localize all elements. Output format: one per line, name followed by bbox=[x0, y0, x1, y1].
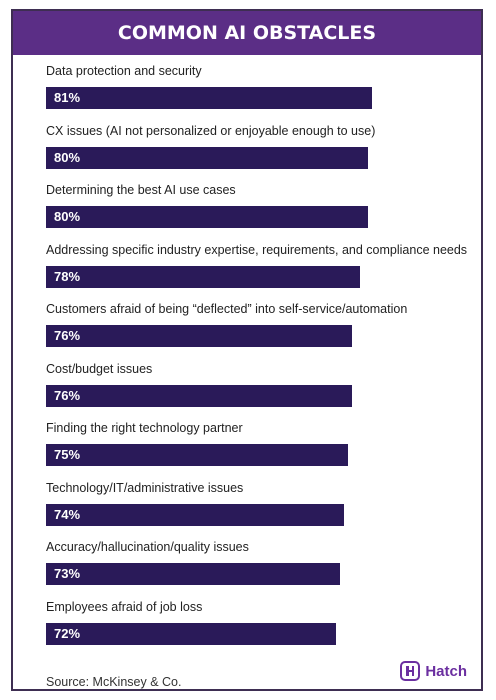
bar-value-label: 76% bbox=[54, 387, 81, 403]
bar-value-label: 81% bbox=[54, 90, 81, 105]
bar: 78% bbox=[46, 265, 360, 288]
bar-value-label: 80% bbox=[54, 149, 81, 165]
bar: 81% bbox=[46, 87, 372, 109]
bar: 80% bbox=[46, 146, 368, 169]
bar: 76% bbox=[46, 325, 352, 347]
bar-label: Accuracy/hallucination/quality issues bbox=[46, 540, 249, 554]
bar: 74% bbox=[46, 503, 344, 526]
bar-value-label: 75% bbox=[54, 447, 81, 462]
bar: 73% bbox=[46, 563, 340, 585]
bar-chart: Data protection and security 81% CX issues… bbox=[13, 11, 481, 689]
bar-label: CX issues (AI not personalized or enjoya… bbox=[46, 123, 376, 138]
bar-value-label: 76% bbox=[54, 328, 81, 343]
bar: 72% bbox=[46, 622, 336, 645]
bar-value-label: 80% bbox=[54, 209, 81, 224]
bar-label: Addressing specific industry expertise, … bbox=[46, 242, 468, 257]
bar: 80% bbox=[46, 206, 368, 228]
hatch-logo-icon bbox=[400, 661, 421, 681]
bar: 76% bbox=[46, 384, 352, 407]
hatch-logo: Hatch bbox=[400, 659, 467, 683]
bar-label: Customers afraid of being “deflected” in… bbox=[46, 302, 408, 316]
chart-title: COMMON AI OBSTACLES bbox=[13, 11, 481, 55]
bar-value-label: 72% bbox=[54, 625, 81, 641]
bar-value-label: 78% bbox=[54, 268, 81, 284]
bar-label: Data protection and security bbox=[46, 64, 202, 78]
bar-label: Determining the best AI use cases bbox=[46, 183, 236, 197]
chart-frame: COMMON AI OBSTACLES Data protection and … bbox=[11, 9, 483, 691]
bar-label: Technology/IT/administrative issues bbox=[46, 480, 244, 495]
bar-label: Employees afraid of job loss bbox=[46, 599, 203, 614]
bar-value-label: 73% bbox=[54, 566, 81, 581]
bar-label: Cost/budget issues bbox=[46, 361, 153, 376]
bar-label: Finding the right technology partner bbox=[46, 421, 243, 435]
logo-text: Hatch bbox=[425, 662, 467, 680]
bar-value-label: 74% bbox=[54, 506, 81, 522]
source-note: Source: McKinsey & Co. bbox=[46, 675, 182, 689]
bar: 75% bbox=[46, 444, 348, 466]
